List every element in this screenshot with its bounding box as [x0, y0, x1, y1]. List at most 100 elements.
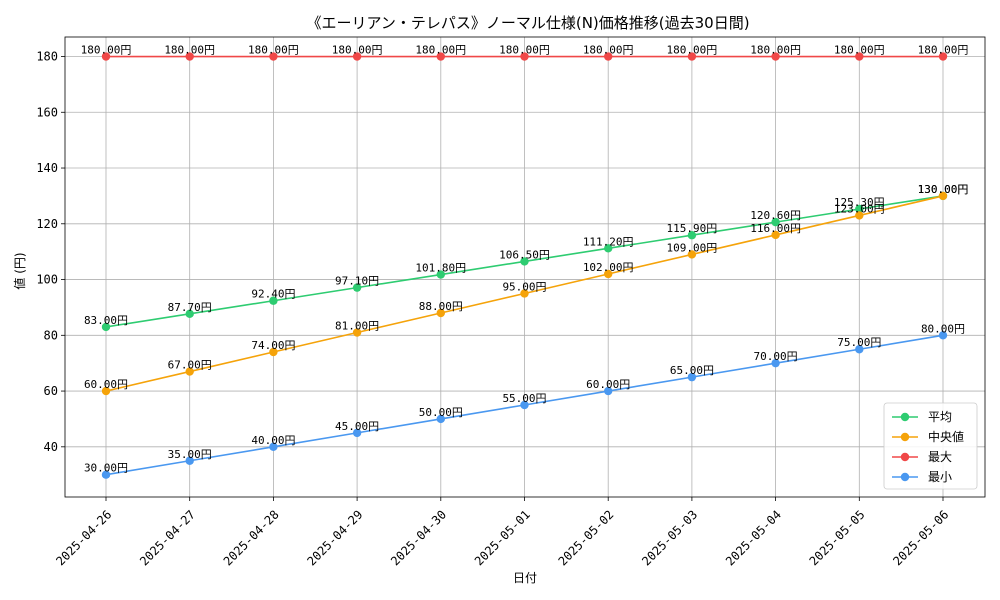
data-point: [855, 345, 864, 354]
data-label: 180.00円: [415, 44, 466, 57]
data-label: 75.00円: [837, 336, 881, 349]
data-label: 55.00円: [502, 392, 546, 405]
legend-label: 平均: [928, 410, 952, 424]
legend-swatch-marker: [900, 432, 910, 442]
data-label: 65.00円: [670, 364, 714, 377]
data-label: 120.60円: [750, 209, 801, 222]
data-label: 180.00円: [834, 44, 885, 57]
data-point: [855, 52, 864, 61]
data-point: [604, 244, 613, 253]
data-point: [269, 296, 278, 305]
data-label: 74.00円: [251, 339, 295, 352]
data-label: 45.00円: [335, 420, 379, 433]
x-tick-label: 2025-05-06: [890, 507, 951, 568]
legend-swatch-marker: [900, 452, 910, 462]
data-label: 180.00円: [583, 44, 634, 57]
data-point: [269, 442, 278, 452]
legend-box: [883, 402, 978, 490]
data-point: [436, 270, 445, 279]
x-tick-label: 2025-05-01: [472, 507, 533, 568]
data-label: 130.00円: [918, 183, 969, 196]
data-label: 180.00円: [81, 44, 132, 57]
data-label: 116.00円: [750, 222, 801, 235]
data-label: 35.00円: [168, 448, 212, 461]
data-point: [771, 217, 780, 227]
legend-label: 最大: [928, 450, 952, 464]
y-axis-label: 値 (円): [12, 252, 27, 289]
y-tick-label: 100: [36, 273, 58, 287]
data-point: [269, 52, 278, 61]
data-point: [687, 231, 697, 240]
y-tick-label: 140: [36, 161, 58, 175]
data-point: [436, 52, 445, 61]
series-group: [101, 52, 948, 479]
data-point: [687, 52, 697, 61]
data-label: 106.50円: [499, 248, 550, 261]
data-label: 125.30円: [834, 196, 885, 209]
data-point: [604, 52, 613, 61]
data-point: [185, 52, 194, 61]
grid-lines: [65, 37, 985, 497]
data-point: [269, 347, 278, 357]
data-point: [352, 328, 362, 337]
data-point: [101, 52, 111, 61]
data-point: [771, 358, 780, 368]
data-point: [938, 331, 948, 340]
data-label: 111.20円: [583, 235, 634, 248]
data-point: [352, 52, 362, 61]
data-label: 88.00円: [419, 300, 463, 313]
data-point: [687, 372, 697, 382]
data-label: 81.00円: [335, 320, 379, 333]
data-label: 60.00円: [586, 378, 630, 391]
data-point: [771, 230, 780, 240]
x-tick-label: 2025-05-04: [723, 507, 784, 568]
data-point: [855, 211, 864, 220]
data-point: [101, 470, 111, 479]
y-tick-label: 80: [44, 328, 58, 342]
x-tick-label: 2025-04-30: [388, 507, 449, 568]
y-tick-label: 120: [36, 217, 58, 231]
chart-title: 《エーリアン・テレパス》ノーマル仕様(N)価格推移(過去30日間): [306, 14, 749, 32]
data-point: [101, 386, 111, 396]
data-point: [520, 289, 529, 298]
data-label: 40.00円: [251, 434, 295, 447]
data-point: [938, 191, 948, 201]
x-axis-label: 日付: [513, 571, 537, 585]
data-label: 60.00円: [84, 378, 128, 391]
data-label: 83.00円: [84, 314, 128, 327]
x-tick-label: 2025-04-28: [221, 507, 282, 568]
data-label: 102.00円: [583, 261, 634, 274]
data-point: [604, 269, 613, 279]
legend-label: 最小: [928, 470, 952, 484]
x-tick-label: 2025-04-29: [304, 507, 365, 568]
data-point: [771, 52, 780, 61]
x-tick-label: 2025-05-03: [639, 507, 700, 568]
data-label: 95.00円: [502, 280, 546, 293]
data-label: 101.80円: [415, 262, 466, 275]
data-point: [101, 322, 111, 332]
data-label: 130.00円: [918, 183, 969, 196]
legend-swatch-marker: [900, 472, 910, 482]
x-tick-label: 2025-04-26: [53, 507, 114, 568]
legend-swatch-marker: [900, 412, 910, 422]
data-label: 180.00円: [750, 44, 801, 57]
data-label: 87.70円: [168, 301, 212, 314]
data-label: 70.00円: [754, 350, 798, 363]
data-label: 180.00円: [918, 44, 969, 57]
data-label: 109.00円: [667, 241, 718, 254]
data-label: 180.00円: [248, 44, 299, 57]
data-point: [938, 52, 948, 61]
data-point: [855, 204, 864, 214]
data-label: 180.00円: [332, 44, 383, 57]
plot-frame: [64, 36, 986, 498]
data-point: [352, 283, 362, 292]
y-tick-label: 160: [36, 105, 58, 119]
data-label: 180.00円: [164, 44, 215, 57]
y-tick-label: 40: [44, 440, 58, 454]
data-point: [436, 414, 445, 424]
data-labels: 83.00円 87.70円 92.40円 97.10円 101.80円 106.50円 11…: [81, 44, 969, 475]
data-point: [185, 456, 194, 465]
